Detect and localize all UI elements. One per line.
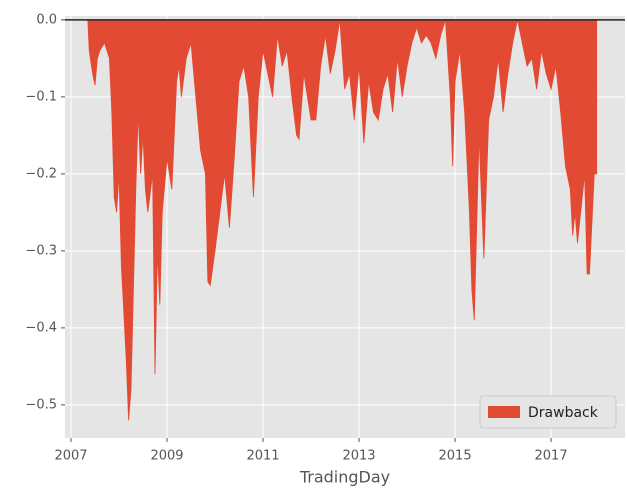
y-tick-label: 0.0 bbox=[36, 12, 57, 27]
y-tick-label: −0.5 bbox=[25, 397, 57, 412]
x-tick-label: 2011 bbox=[246, 449, 279, 464]
y-tick-label: −0.2 bbox=[25, 166, 57, 181]
x-tick-label: 2009 bbox=[150, 449, 183, 464]
drawdown-area bbox=[87, 19, 598, 421]
y-tick-label: −0.1 bbox=[25, 89, 57, 104]
x-tick-label: 2013 bbox=[342, 449, 375, 464]
x-tick-label: 2007 bbox=[54, 449, 87, 464]
y-tick-label: −0.4 bbox=[25, 320, 57, 335]
x-tick-label: 2017 bbox=[535, 449, 568, 464]
legend-swatch bbox=[488, 406, 520, 418]
legend-label: Drawback bbox=[528, 405, 599, 421]
x-tick-label: 2015 bbox=[439, 449, 472, 464]
legend-box bbox=[479, 395, 617, 429]
x-axis-label: TradingDay bbox=[299, 468, 390, 487]
y-tick-label: −0.3 bbox=[25, 243, 57, 258]
